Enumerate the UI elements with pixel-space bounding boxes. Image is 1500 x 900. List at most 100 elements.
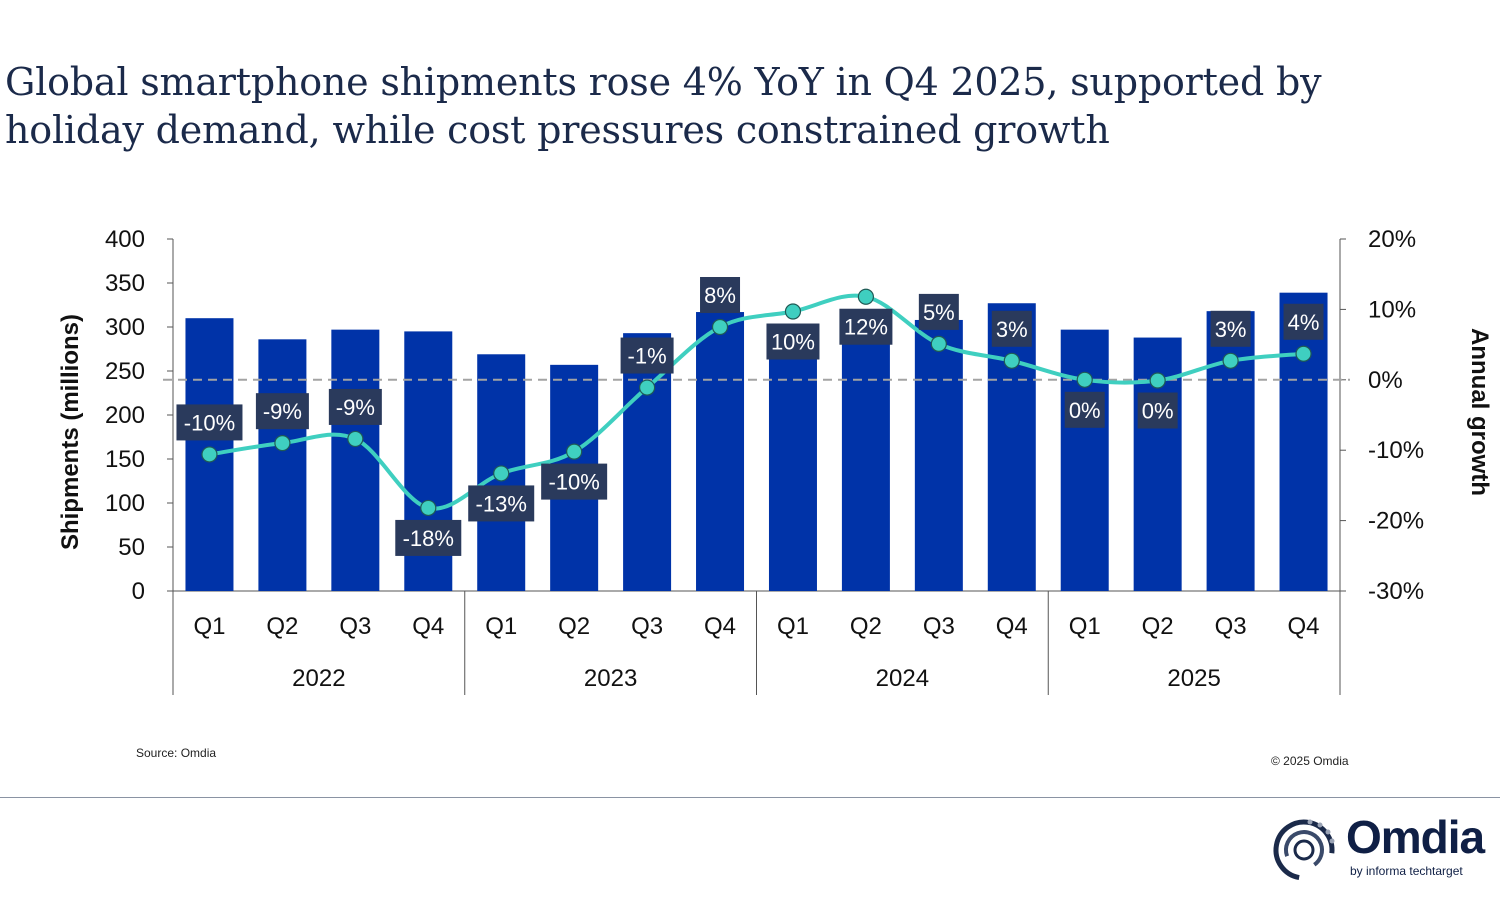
y-tick-label: 400 [105, 226, 145, 253]
divider [0, 797, 1500, 798]
growth-point [638, 379, 656, 396]
bar [258, 339, 307, 591]
data-label-box [468, 485, 535, 522]
growth-point [1295, 345, 1312, 362]
data-label: -9% [336, 395, 375, 420]
bar [1279, 292, 1328, 591]
copyright: © 2025 Omdia [1271, 754, 1349, 768]
logo-wordmark: Omdia [1346, 811, 1485, 863]
growth-point [274, 435, 291, 452]
bar [914, 319, 963, 591]
y2-tick-label: 0% [1368, 367, 1403, 394]
quarter-label: Q3 [923, 613, 955, 640]
y2-tick-label: 20% [1368, 226, 1416, 253]
chart-title: Global smartphone shipments rose 4% YoY … [5, 58, 1322, 154]
data-label-box [328, 388, 382, 425]
year-label: 2022 [292, 665, 345, 692]
quarter-label: Q4 [412, 613, 444, 640]
data-label-box [1210, 310, 1251, 347]
data-label: -18% [403, 526, 454, 551]
quarter-label: Q4 [996, 613, 1028, 640]
quarter-label: Q1 [193, 613, 225, 640]
data-label-box [1137, 392, 1178, 429]
data-label-box [176, 404, 243, 441]
y-tick-label: 100 [105, 490, 145, 517]
omdia-swirl-icon [1273, 819, 1335, 881]
data-label: 3% [1215, 317, 1247, 342]
data-label: 0% [1142, 399, 1174, 424]
year-label: 2024 [876, 665, 929, 692]
quarter-label: Q1 [777, 613, 809, 640]
y-tick-label: 0 [132, 578, 145, 605]
source-note: Source: Omdia [136, 746, 217, 760]
title-line-1: Global smartphone shipments rose 4% YoY … [5, 60, 1322, 104]
data-label-box [1283, 303, 1324, 340]
data-label-box [620, 337, 674, 374]
data-label-box [255, 393, 309, 430]
data-label: 4% [1288, 310, 1320, 335]
y-tick-label: 200 [105, 402, 145, 429]
growth-point [930, 335, 947, 352]
growth-point [857, 288, 875, 305]
growth-point [1222, 352, 1239, 369]
data-label-box [541, 463, 608, 500]
growth-point [566, 443, 583, 460]
quarter-label: Q1 [1069, 613, 1101, 640]
y-tick-label: 250 [105, 358, 145, 385]
bar [696, 312, 745, 591]
data-label: -10% [548, 470, 599, 495]
data-label-box [839, 308, 893, 345]
title-line-2: holiday demand, while cost pressures con… [5, 108, 1110, 152]
data-label: -1% [628, 344, 667, 369]
data-label: 3% [996, 317, 1028, 342]
y2-tick-label: 10% [1368, 296, 1416, 323]
logo-tagline: by informa techtarget [1350, 864, 1463, 878]
quarter-label: Q4 [1288, 613, 1320, 640]
quarter-label: Q1 [485, 613, 517, 640]
bar [331, 329, 380, 591]
quarter-label: Q2 [850, 613, 882, 640]
growth-point [711, 318, 729, 336]
data-label: 12% [844, 315, 888, 340]
data-label: -9% [263, 399, 302, 424]
data-label: 5% [923, 300, 955, 325]
data-label-box [1064, 391, 1105, 428]
bar [1060, 329, 1109, 591]
y-tick-label: 300 [105, 314, 145, 341]
bar [768, 330, 817, 591]
y2-tick-label: -20% [1368, 508, 1424, 535]
chart: 0 50 100 150 200 250 300 350 400 -30% -20% -10% 0% 10… [57, 226, 1493, 695]
quarter-label: Q2 [1142, 613, 1174, 640]
data-label-box [918, 293, 959, 330]
data-label-box [700, 277, 741, 313]
y2-axis-title: Annual growth [1466, 328, 1493, 496]
quarter-label: Q3 [631, 613, 663, 640]
data-label: -10% [184, 410, 235, 435]
y-tick-label: 50 [118, 534, 145, 561]
quarter-label: Q3 [339, 613, 371, 640]
data-label: 8% [704, 283, 736, 308]
data-label: -13% [476, 491, 527, 516]
y2-tick-label: -10% [1368, 437, 1424, 464]
omdia-logo: Omdia by informa techtarget [1270, 811, 1500, 886]
y-axis-title: Shipments (millions) [57, 314, 84, 550]
quarter-label: Q2 [558, 613, 590, 640]
y-tick-label: 350 [105, 270, 145, 297]
bar [987, 303, 1036, 591]
growth-point [1149, 372, 1166, 389]
data-label: 10% [771, 330, 815, 355]
growth-point [1076, 371, 1093, 388]
quarter-label: Q4 [704, 613, 736, 640]
year-label: 2023 [584, 665, 637, 692]
quarter-label: Q2 [266, 613, 298, 640]
data-label-box [766, 323, 820, 360]
y2-tick-label: -30% [1368, 578, 1424, 605]
growth-point [784, 303, 802, 320]
growth-point [1003, 352, 1020, 369]
growth-point [201, 446, 218, 463]
growth-line [209, 293, 1304, 511]
bar [623, 333, 672, 591]
data-label-box [991, 310, 1032, 347]
data-label: 0% [1069, 398, 1101, 423]
y-tick-label: 150 [105, 446, 145, 473]
